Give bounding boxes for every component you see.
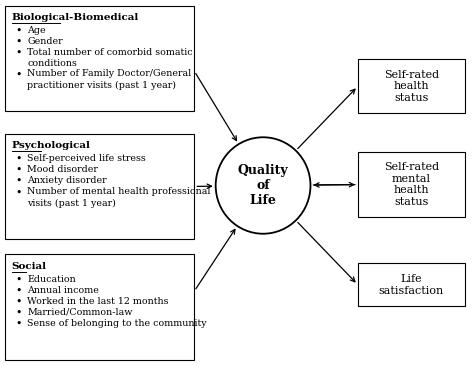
Text: practitioner visits (past 1 year): practitioner visits (past 1 year) (27, 81, 176, 90)
Text: Quality
of
Life: Quality of Life (238, 164, 288, 207)
Text: •: • (15, 308, 21, 318)
Text: Self-rated
health
status: Self-rated health status (383, 70, 439, 103)
Text: Married/Common-law: Married/Common-law (27, 308, 133, 317)
Text: Sense of belonging to the community: Sense of belonging to the community (27, 319, 207, 328)
Text: Self-rated
mental
health
status: Self-rated mental health status (383, 162, 439, 207)
Text: •: • (15, 69, 21, 79)
Text: •: • (15, 319, 21, 329)
Text: •: • (15, 165, 21, 175)
FancyBboxPatch shape (358, 263, 465, 306)
Text: Number of mental health professional: Number of mental health professional (27, 187, 211, 196)
Text: •: • (15, 26, 21, 36)
Text: Gender: Gender (27, 37, 63, 46)
FancyBboxPatch shape (5, 6, 194, 111)
FancyBboxPatch shape (358, 59, 465, 113)
Text: Social: Social (12, 262, 47, 270)
Text: •: • (15, 275, 21, 285)
Text: •: • (15, 286, 21, 296)
Text: Total number of comorbid somatic: Total number of comorbid somatic (27, 48, 193, 57)
Text: Self-perceived life stress: Self-perceived life stress (27, 154, 146, 163)
Text: •: • (15, 187, 21, 197)
Text: •: • (15, 37, 21, 47)
Text: Annual income: Annual income (27, 286, 100, 295)
Text: Number of Family Doctor/General: Number of Family Doctor/General (27, 69, 192, 78)
Text: conditions: conditions (27, 59, 77, 68)
Text: •: • (15, 176, 21, 186)
Text: •: • (15, 154, 21, 164)
Text: Life
satisfaction: Life satisfaction (379, 274, 444, 296)
Text: Age: Age (27, 26, 46, 35)
Text: Mood disorder: Mood disorder (27, 165, 99, 174)
Text: visits (past 1 year): visits (past 1 year) (27, 198, 117, 208)
FancyBboxPatch shape (5, 134, 194, 239)
Text: Psychological: Psychological (12, 141, 91, 150)
Text: Worked in the last 12 months: Worked in the last 12 months (27, 297, 169, 306)
Ellipse shape (216, 137, 310, 234)
Text: Biological-Biomedical: Biological-Biomedical (12, 13, 139, 22)
Text: Anxiety disorder: Anxiety disorder (27, 176, 107, 185)
Text: •: • (15, 297, 21, 307)
Text: •: • (15, 48, 21, 58)
Text: Education: Education (27, 275, 76, 283)
FancyBboxPatch shape (5, 254, 194, 360)
FancyBboxPatch shape (358, 152, 465, 217)
